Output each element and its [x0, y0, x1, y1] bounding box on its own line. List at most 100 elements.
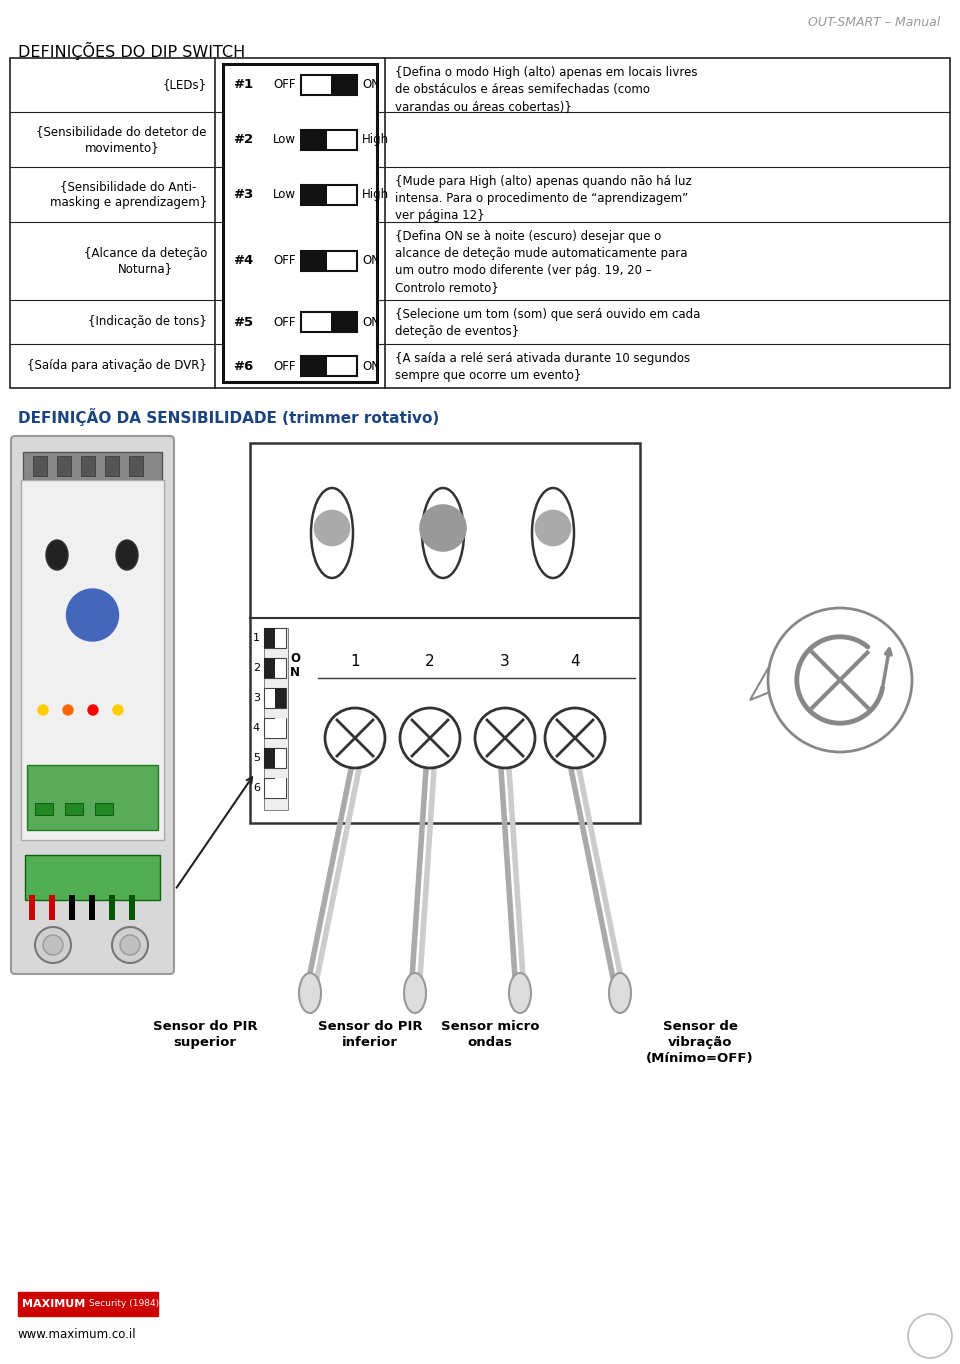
Circle shape — [768, 608, 912, 752]
Text: DEFINIÇÕES DO DIP SWITCH: DEFINIÇÕES DO DIP SWITCH — [18, 42, 245, 60]
Bar — [301, 130, 357, 150]
Bar — [29, 895, 35, 919]
Text: #4: #4 — [233, 255, 253, 267]
Bar — [301, 356, 326, 376]
Text: 2: 2 — [425, 653, 435, 668]
Text: {Defina o modo High (alto) apenas em locais livres
de obstáculos e áreas semifec: {Defina o modo High (alto) apenas em loc… — [395, 65, 698, 113]
Ellipse shape — [609, 973, 631, 1013]
Text: ON: ON — [362, 255, 380, 267]
Bar — [264, 687, 286, 708]
Text: {A saída a relé será ativada durante 10 segundos
sempre que ocorre um evento}: {A saída a relé será ativada durante 10 … — [395, 352, 690, 382]
Bar — [275, 687, 286, 708]
Ellipse shape — [46, 540, 68, 570]
Text: 4: 4 — [570, 653, 580, 668]
Bar — [21, 480, 164, 840]
Text: #1: #1 — [233, 79, 253, 91]
Text: {Selecione um tom (som) que será ouvido em cada
deteção de eventos}: {Selecione um tom (som) que será ouvido … — [395, 308, 701, 338]
Text: 4: 4 — [252, 723, 260, 732]
Text: Low: Low — [273, 188, 296, 201]
Ellipse shape — [422, 488, 464, 578]
Text: 5: 5 — [253, 753, 260, 762]
Circle shape — [420, 505, 467, 551]
Text: High: High — [362, 188, 389, 201]
Circle shape — [112, 928, 148, 963]
Bar — [81, 456, 95, 476]
Text: {Mude para High (alto) apenas quando não há luz
intensa. Para o procedimento de : {Mude para High (alto) apenas quando não… — [395, 175, 692, 222]
Text: O: O — [290, 652, 300, 664]
Bar — [264, 747, 275, 768]
Bar — [49, 895, 55, 919]
Circle shape — [113, 705, 123, 715]
Text: OUT-SMART – Manual: OUT-SMART – Manual — [807, 16, 940, 29]
Ellipse shape — [116, 540, 138, 570]
Text: {Indicação de tons}: {Indicação de tons} — [88, 315, 207, 329]
Bar — [301, 75, 357, 95]
Circle shape — [545, 708, 605, 768]
Text: 9: 9 — [924, 1327, 935, 1345]
Text: 3: 3 — [253, 693, 260, 702]
Text: {Alcance da deteção
Noturna}: {Alcance da deteção Noturna} — [84, 247, 207, 276]
Circle shape — [425, 510, 461, 546]
Bar — [10, 59, 950, 387]
Text: Sensor de
vibração
(Mínimo=OFF): Sensor de vibração (Mínimo=OFF) — [646, 1020, 754, 1065]
Text: Low: Low — [273, 134, 296, 146]
Bar — [65, 803, 83, 816]
Bar — [301, 356, 357, 376]
Text: #6: #6 — [233, 360, 253, 372]
Text: {Sensibilidade do detetor de
movimento}: {Sensibilidade do detetor de movimento} — [36, 125, 207, 154]
Polygon shape — [750, 666, 770, 700]
Ellipse shape — [509, 973, 531, 1013]
Circle shape — [66, 589, 118, 641]
Text: N: N — [290, 667, 300, 679]
Bar — [57, 456, 71, 476]
Text: www.maximum.co.il: www.maximum.co.il — [18, 1327, 136, 1341]
Bar — [331, 75, 357, 95]
Ellipse shape — [299, 973, 321, 1013]
Bar — [18, 1292, 158, 1316]
Bar — [250, 443, 640, 822]
Text: OFF: OFF — [273, 255, 296, 267]
Text: High: High — [362, 134, 389, 146]
Text: #5: #5 — [233, 315, 253, 329]
Text: {Sensibilidade do Anti-
masking e aprendizagem}: {Sensibilidade do Anti- masking e aprend… — [50, 180, 207, 209]
Text: DEFINIÇÃO DA SENSIBILIDADE (trimmer rotativo): DEFINIÇÃO DA SENSIBILIDADE (trimmer rota… — [18, 408, 440, 426]
Text: 6: 6 — [253, 783, 260, 792]
Bar — [264, 777, 286, 798]
Bar — [27, 765, 158, 831]
Text: 1: 1 — [253, 633, 260, 642]
Circle shape — [35, 928, 71, 963]
Text: MAX: MAX — [837, 723, 879, 741]
Bar — [35, 803, 53, 816]
Ellipse shape — [404, 973, 426, 1013]
Bar — [275, 717, 286, 738]
Bar — [129, 895, 135, 919]
Text: Security (1984) Ltd.: Security (1984) Ltd. — [86, 1300, 180, 1308]
Text: #2: #2 — [233, 134, 253, 146]
Circle shape — [43, 934, 63, 955]
Circle shape — [400, 708, 460, 768]
Text: 3: 3 — [500, 653, 510, 668]
Circle shape — [38, 705, 48, 715]
Text: ON: ON — [362, 315, 380, 329]
Bar — [331, 312, 357, 331]
Bar — [264, 657, 275, 678]
Text: {LEDs}: {LEDs} — [163, 79, 207, 91]
Bar — [105, 456, 119, 476]
Ellipse shape — [311, 488, 353, 578]
Text: {Defina ON se à noite (escuro) desejar que o
alcance de deteção mude automaticam: {Defina ON se à noite (escuro) desejar q… — [395, 231, 687, 295]
Bar — [223, 64, 377, 382]
Bar — [264, 627, 275, 648]
Bar — [301, 251, 357, 271]
Bar — [89, 895, 95, 919]
Bar — [264, 747, 286, 768]
Circle shape — [908, 1314, 952, 1359]
Circle shape — [120, 934, 140, 955]
Bar — [109, 895, 115, 919]
Text: Sensor micro
ondas: Sensor micro ondas — [441, 1020, 540, 1049]
Bar — [264, 627, 288, 810]
Circle shape — [63, 705, 73, 715]
Text: 2: 2 — [252, 663, 260, 672]
Bar — [301, 251, 326, 271]
Text: OFF: OFF — [273, 315, 296, 329]
Bar — [301, 130, 326, 150]
